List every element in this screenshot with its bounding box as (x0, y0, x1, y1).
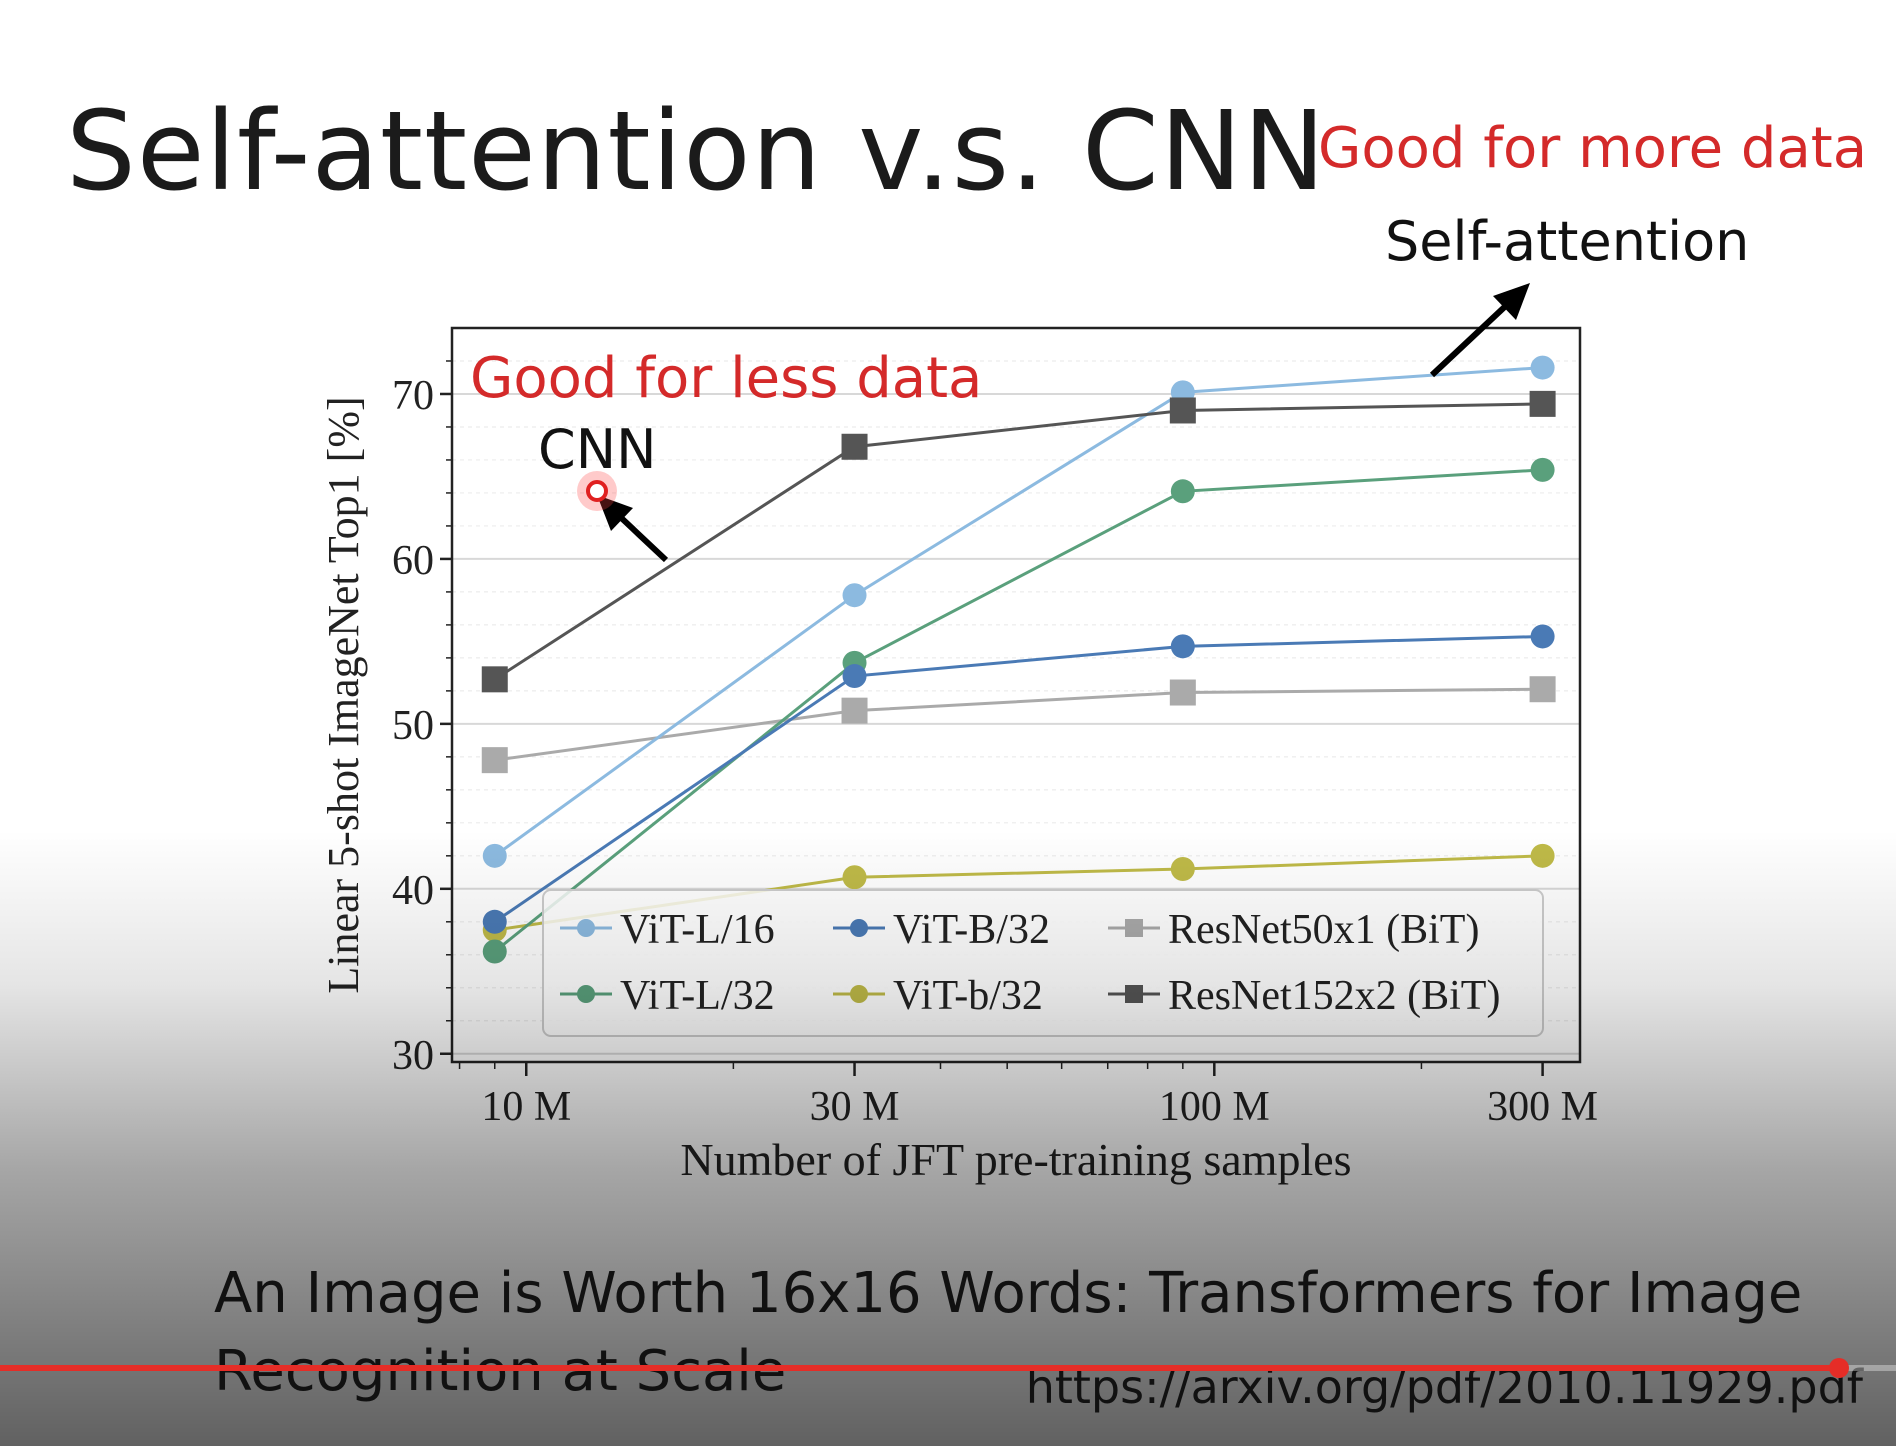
series-line (493, 468, 1543, 953)
data-point (1170, 634, 1195, 659)
video-progress-fill (0, 1365, 1840, 1371)
data-point (842, 865, 867, 890)
good-for-less-data-note: Good for less data (470, 346, 983, 411)
legend-label: ViT-b/32 (893, 973, 1043, 1019)
x-tick-label: 30 M (810, 1084, 900, 1130)
data-point (1530, 843, 1555, 868)
x-tick-label: 100 M (1159, 1084, 1270, 1130)
legend-swatch-marker (850, 919, 868, 937)
legend-swatch-marker (850, 985, 868, 1003)
data-point (841, 433, 868, 460)
series-line (493, 634, 1543, 924)
y-tick-label: 70 (392, 373, 434, 419)
slide-title: Self-attention v.s. CNN (66, 87, 1327, 215)
data-point (1169, 679, 1196, 706)
video-scrubber-handle[interactable] (1829, 1358, 1850, 1378)
series-layer (481, 355, 1556, 964)
self-attention-arrow (1429, 283, 1530, 378)
data-point (841, 697, 868, 724)
data-point (1530, 457, 1555, 482)
legend: ViT-L/16 ViT-B/32 ResNet50x1 (BiT) ViT-L/32… (542, 889, 1544, 1037)
y-tick-label: 40 (392, 868, 434, 914)
data-point (1529, 676, 1556, 703)
x-axis-label: Number of JFT pre-training samples (680, 1134, 1351, 1185)
x-tick-label: 10 M (481, 1084, 571, 1130)
data-point (842, 664, 867, 689)
data-point (481, 666, 508, 693)
series-line (494, 687, 1543, 762)
data-point (1170, 479, 1195, 504)
data-point (842, 583, 867, 608)
cursor-highlight-icon (577, 471, 617, 511)
y-tick-label: 30 (392, 1033, 434, 1079)
data-point (482, 939, 507, 964)
video-progress-bar[interactable] (0, 1358, 1896, 1378)
x-tick-label: 300 M (1487, 1084, 1598, 1130)
data-point (1530, 624, 1555, 649)
legend-swatch-marker (577, 919, 595, 937)
cnn-arrow (597, 495, 669, 563)
legend-swatch-marker (1125, 919, 1143, 937)
legend-label: ViT-L/16 (620, 907, 775, 953)
legend-label: ViT-L/32 (620, 973, 775, 1019)
legend-label: ResNet152x2 (BiT) (1168, 973, 1500, 1019)
data-point (482, 843, 507, 868)
data-point (482, 909, 507, 934)
series-line (493, 366, 1543, 858)
self-attention-label: Self-attention (1385, 210, 1750, 273)
legend-label: ViT-B/32 (893, 907, 1050, 953)
paper-title: An Image is Worth 16x16 Words: Transform… (214, 1261, 1803, 1404)
series-line (493, 402, 1543, 681)
y-tick-label: 50 (392, 703, 434, 749)
data-point (481, 747, 508, 774)
legend-swatch-marker (577, 985, 595, 1003)
legend-label: ResNet50x1 (BiT) (1168, 907, 1479, 953)
legend-swatch-marker (1125, 985, 1143, 1003)
good-for-more-data-note: Good for more data (1318, 116, 1868, 181)
data-point (1169, 397, 1196, 424)
data-point (1530, 355, 1555, 380)
cnn-label: CNN (538, 418, 657, 481)
y-tick-label: 60 (392, 538, 434, 584)
data-point (1529, 390, 1556, 417)
data-point (1170, 857, 1195, 882)
y-axis-label: Linear 5-shot ImageNet Top1 [%] (319, 396, 368, 993)
